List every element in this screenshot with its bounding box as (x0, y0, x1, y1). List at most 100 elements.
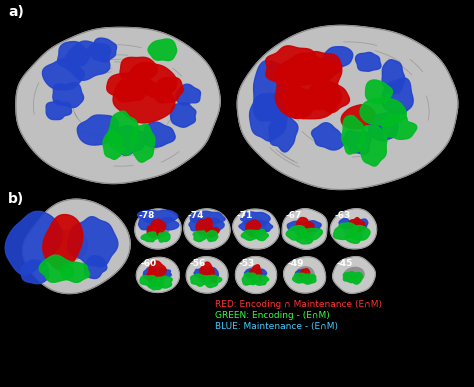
Polygon shape (171, 103, 196, 127)
Polygon shape (353, 219, 368, 229)
Polygon shape (46, 101, 72, 120)
Polygon shape (148, 267, 167, 283)
Polygon shape (350, 226, 370, 240)
Polygon shape (297, 228, 322, 240)
Polygon shape (158, 232, 170, 242)
Polygon shape (344, 131, 371, 154)
Polygon shape (64, 41, 110, 80)
Polygon shape (324, 47, 353, 67)
Polygon shape (245, 269, 255, 277)
Polygon shape (365, 80, 392, 103)
Polygon shape (284, 257, 326, 293)
Polygon shape (207, 231, 218, 241)
Polygon shape (189, 219, 208, 231)
Polygon shape (237, 26, 458, 190)
Polygon shape (129, 63, 177, 98)
Polygon shape (344, 220, 364, 238)
Polygon shape (382, 78, 413, 116)
Polygon shape (382, 60, 405, 94)
Polygon shape (207, 274, 217, 283)
Polygon shape (246, 267, 266, 283)
Polygon shape (242, 273, 258, 285)
Polygon shape (342, 116, 365, 154)
Polygon shape (194, 269, 207, 278)
Polygon shape (152, 276, 172, 288)
Polygon shape (304, 222, 314, 233)
Polygon shape (246, 219, 266, 238)
Polygon shape (296, 270, 304, 276)
Polygon shape (204, 275, 222, 288)
Text: -56: -56 (189, 259, 205, 268)
Polygon shape (198, 267, 216, 283)
Polygon shape (382, 113, 417, 139)
Polygon shape (255, 229, 268, 241)
Polygon shape (186, 257, 228, 293)
Polygon shape (60, 262, 90, 283)
Polygon shape (246, 220, 261, 236)
Text: -78: -78 (138, 211, 155, 221)
Polygon shape (345, 233, 363, 243)
Polygon shape (352, 272, 363, 284)
Polygon shape (294, 220, 315, 238)
Polygon shape (146, 272, 158, 283)
Text: a): a) (8, 5, 24, 19)
Polygon shape (43, 214, 82, 271)
Polygon shape (250, 265, 262, 280)
Polygon shape (191, 274, 211, 286)
Polygon shape (249, 93, 287, 141)
Polygon shape (103, 130, 123, 159)
Polygon shape (349, 217, 365, 232)
Polygon shape (344, 267, 364, 283)
Text: -63: -63 (335, 211, 351, 221)
Polygon shape (236, 257, 276, 293)
Polygon shape (333, 257, 375, 293)
Polygon shape (21, 260, 49, 284)
Polygon shape (233, 209, 279, 249)
Polygon shape (334, 223, 357, 240)
Text: BLUE: Maintenance - (E∩M): BLUE: Maintenance - (E∩M) (215, 322, 338, 331)
Polygon shape (360, 98, 406, 127)
Polygon shape (193, 231, 207, 241)
Polygon shape (107, 73, 149, 102)
Polygon shape (356, 52, 381, 71)
Polygon shape (196, 218, 213, 236)
Polygon shape (191, 211, 225, 224)
Polygon shape (137, 257, 179, 293)
Polygon shape (256, 220, 273, 231)
Text: b): b) (8, 192, 24, 206)
Polygon shape (110, 126, 148, 155)
Polygon shape (120, 57, 157, 84)
Polygon shape (151, 219, 166, 236)
Text: -67: -67 (285, 211, 302, 221)
Polygon shape (275, 53, 342, 119)
Text: RED: Encoding ∩ Maintenance (E∩M): RED: Encoding ∩ Maintenance (E∩M) (215, 300, 382, 309)
Polygon shape (147, 221, 169, 237)
Polygon shape (176, 84, 201, 105)
Polygon shape (108, 111, 138, 155)
Polygon shape (296, 51, 342, 84)
Polygon shape (39, 255, 73, 282)
Polygon shape (143, 267, 156, 279)
Text: -74: -74 (187, 211, 204, 221)
Polygon shape (52, 230, 88, 260)
Polygon shape (297, 217, 308, 230)
Text: -45: -45 (336, 259, 353, 268)
Polygon shape (287, 221, 305, 231)
Text: -71: -71 (237, 211, 253, 221)
Polygon shape (359, 125, 387, 166)
Polygon shape (148, 39, 177, 61)
Polygon shape (341, 105, 375, 129)
Polygon shape (241, 212, 270, 226)
Text: -60: -60 (140, 259, 156, 268)
Polygon shape (296, 234, 312, 244)
Polygon shape (292, 273, 308, 283)
Polygon shape (113, 77, 175, 123)
Polygon shape (206, 218, 224, 232)
Polygon shape (138, 218, 158, 230)
Polygon shape (88, 38, 117, 62)
Polygon shape (308, 82, 349, 113)
Text: -49: -49 (287, 259, 304, 268)
Polygon shape (254, 60, 295, 123)
Polygon shape (300, 269, 310, 280)
Polygon shape (135, 209, 181, 249)
